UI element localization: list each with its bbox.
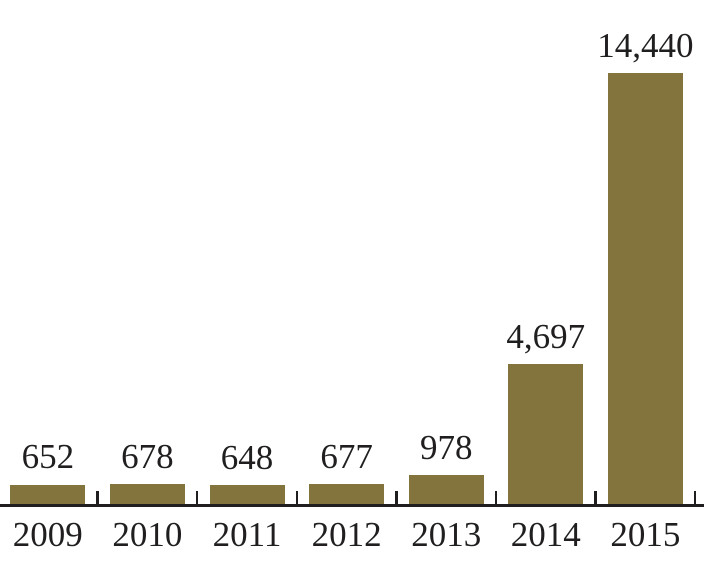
value-label-2013: 978 — [419, 427, 473, 467]
x-axis-label-2010: 2010 — [112, 514, 183, 554]
bar-2010 — [109, 483, 185, 504]
value-label-2015: 14,440 — [597, 25, 694, 65]
x-axis-label-2013: 2013 — [411, 514, 482, 554]
axis-tick — [693, 491, 697, 507]
axis-tick — [494, 491, 498, 507]
axis-tick — [395, 491, 398, 507]
bar-2012 — [309, 483, 385, 504]
value-label-2011: 648 — [220, 437, 274, 477]
x-axis-label-2015: 2015 — [610, 514, 681, 554]
axis-tick — [96, 491, 99, 507]
value-label-2010: 678 — [121, 436, 174, 476]
x-axis-line — [0, 504, 704, 507]
x-axis-label-2009: 2009 — [12, 514, 83, 554]
x-axis-label-2012: 2012 — [311, 514, 382, 554]
bar-2014 — [508, 363, 584, 504]
bar-2011 — [209, 484, 285, 504]
value-label-2012: 677 — [320, 436, 373, 476]
value-label-2014: 4,697 — [506, 316, 586, 356]
bar-2015 — [607, 73, 683, 504]
axis-tick — [195, 491, 199, 507]
value-label-2009: 652 — [21, 437, 75, 477]
axis-tick — [295, 491, 299, 507]
x-axis-label-2011: 2011 — [212, 514, 282, 554]
bar-2013 — [408, 474, 484, 504]
axis-tick — [594, 491, 597, 507]
x-axis-label-2014: 2014 — [510, 514, 581, 554]
bar-2009 — [10, 484, 86, 504]
